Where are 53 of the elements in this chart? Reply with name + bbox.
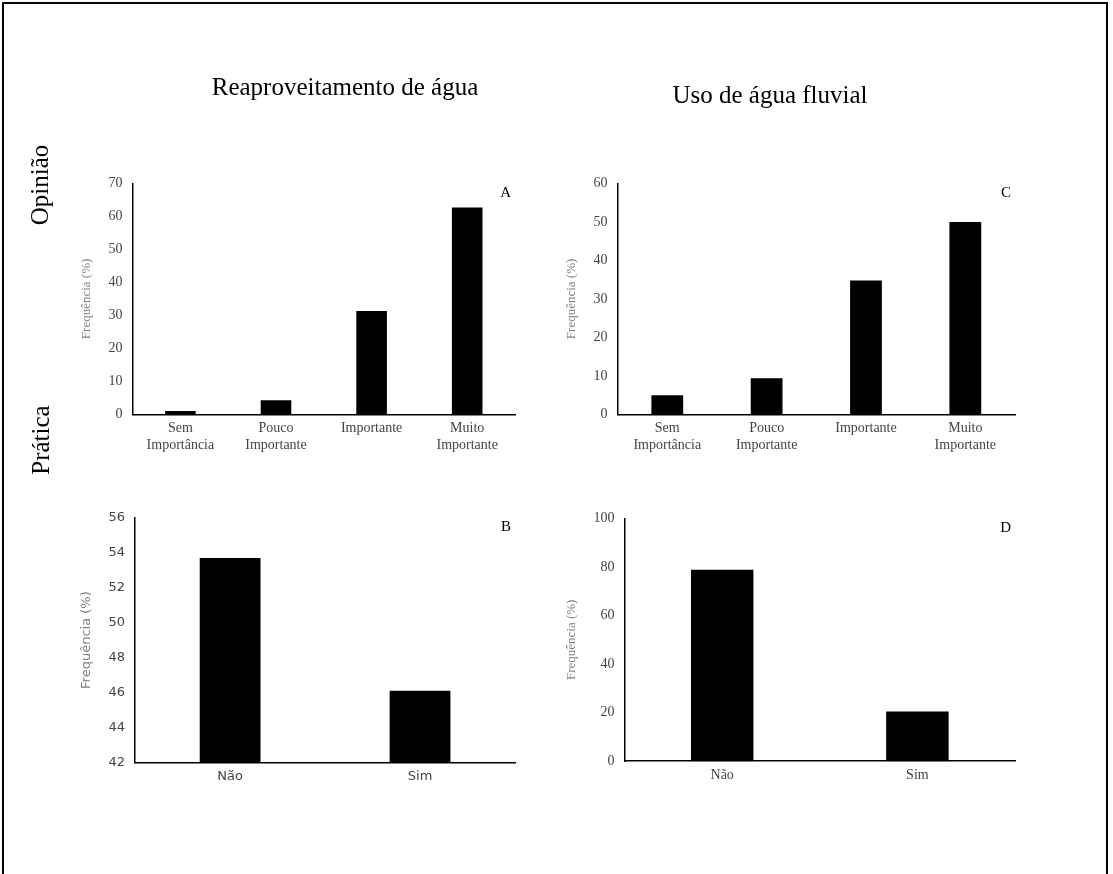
y-tick-label: 10 (108, 373, 123, 389)
y-tick-label: 40 (593, 252, 608, 268)
x-tick-label: Não (217, 767, 243, 783)
y-tick-label: 42 (108, 753, 126, 769)
y-tick-label: 44 (108, 718, 126, 734)
y-tick-label: 60 (600, 607, 615, 623)
y-tick-label: 30 (593, 290, 608, 306)
y-axis-title: Frequência (%) (563, 599, 579, 681)
x-tick-label: Sem Importância (633, 420, 702, 453)
y-tick-label: 60 (593, 175, 608, 191)
y-tick-label: 46 (108, 683, 126, 699)
y-tick-label: 50 (108, 241, 123, 257)
y-tick-label: 48 (108, 648, 126, 664)
y-tick-label: 70 (108, 175, 123, 191)
x-tick-label: Sim (906, 767, 929, 783)
y-tick-label: 0 (607, 752, 615, 768)
y-tick-label: 50 (108, 614, 126, 629)
x-tick-label: Não (710, 767, 734, 783)
y-tick-label: 80 (600, 558, 615, 574)
x-tick-label: Muito Importante (436, 420, 498, 453)
y-tick-label: 40 (108, 274, 123, 290)
text: Opinião (25, 144, 54, 226)
x-tick-label: Importante (340, 420, 403, 436)
y-tick-label: 10 (593, 367, 608, 383)
y-tick-label: 0 (600, 406, 608, 422)
y-tick-label: 0 (115, 406, 123, 422)
x-tick-label: Importante (835, 420, 897, 436)
text: Prática (26, 405, 55, 475)
annotation: D (1000, 518, 1012, 535)
chart-title: Reaproveitamento de água (210, 72, 480, 102)
y-tick-label: 40 (600, 655, 615, 671)
y-tick-label: 56 (108, 509, 126, 525)
y-tick-label: 50 (593, 213, 608, 229)
y-tick-label: 20 (593, 329, 608, 345)
y-axis-title: Frequência (%) (78, 258, 94, 340)
y-tick-label: 100 (593, 510, 615, 526)
y-tick-label: 20 (600, 704, 615, 720)
y-tick-label: 52 (108, 579, 126, 595)
x-tick-label: Pouco Importante (245, 420, 307, 453)
annotation: C (1000, 183, 1011, 200)
y-tick-label: 30 (108, 307, 123, 323)
x-tick-label: Sem Importância (146, 420, 215, 453)
x-tick-label: Sim (407, 767, 433, 783)
y-tick-label: 20 (108, 340, 123, 356)
chart-title: Uso de água fluvial (671, 80, 869, 110)
annotation: B (500, 518, 511, 535)
y-tick-label: 60 (108, 208, 123, 224)
x-tick-label: Muito Importante (934, 420, 997, 453)
annotation: A (500, 183, 512, 200)
y-axis-title: Frequência (%) (78, 591, 94, 689)
y-tick-label: 54 (108, 544, 126, 560)
x-tick-label: Pouco Importante (735, 420, 798, 453)
y-axis-title: Frequência (%) (563, 258, 579, 340)
